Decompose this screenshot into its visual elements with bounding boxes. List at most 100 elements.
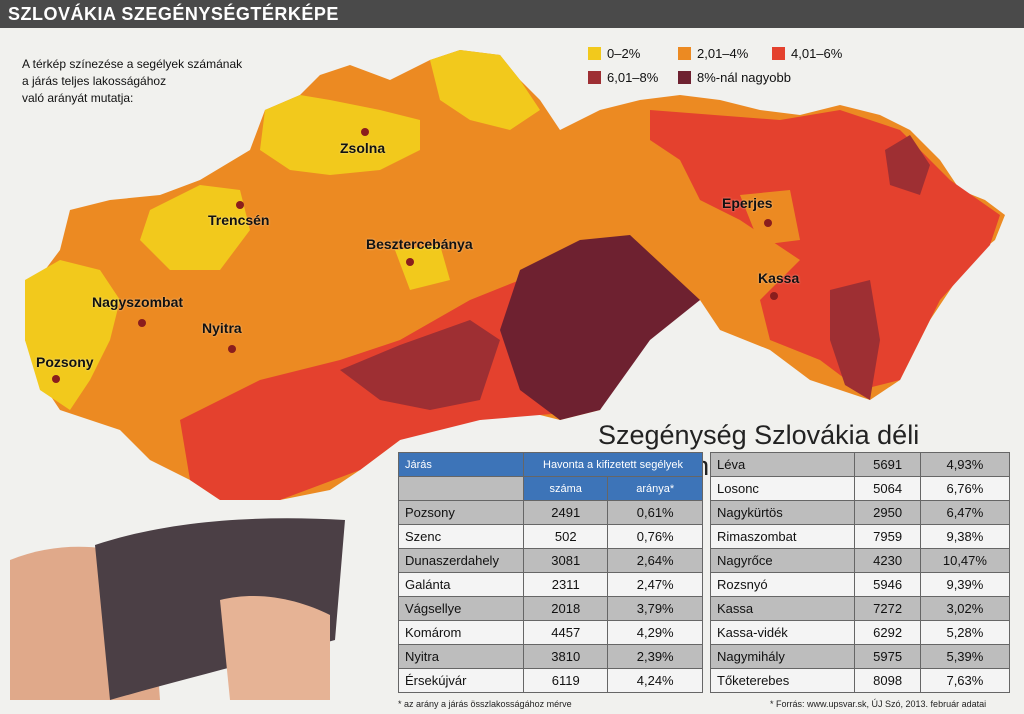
table-cell: 2,64% — [607, 548, 703, 573]
legend-label: 6,01–8% — [607, 70, 659, 85]
region-darkred — [885, 135, 930, 195]
table-cell: Szenc — [397, 524, 525, 549]
table-cell: 5,39% — [919, 644, 1011, 669]
table-row: Galánta 2311 2,47% — [397, 572, 703, 597]
region-yellow — [25, 260, 120, 410]
table-cell: Pozsony — [397, 500, 525, 525]
table-row: Nagyrőce 4230 10,47% — [709, 548, 1011, 573]
legend-label: 0–2% — [607, 46, 641, 61]
table-row: Kassa 7272 3,02% — [709, 596, 1011, 621]
table-cell: 2950 — [854, 500, 921, 525]
legend-swatch — [772, 47, 785, 60]
city-label: Besztercebánya — [366, 236, 473, 252]
table-cell: 4457 — [523, 620, 609, 645]
table-cell: 2,47% — [607, 572, 703, 597]
table-cell: 4,93% — [919, 452, 1011, 477]
legend-swatch — [588, 47, 601, 60]
table-cell: 6292 — [854, 620, 921, 645]
description-line: a járás teljes lakosságához — [22, 74, 167, 88]
legend-item: 2,01–4% — [678, 46, 748, 61]
table-cell: 3,02% — [919, 596, 1011, 621]
table-cell: 7272 — [854, 596, 921, 621]
legend-item: 0–2% — [588, 46, 640, 61]
table-cell: Galánta — [397, 572, 525, 597]
table-row: Nyitra 3810 2,39% — [397, 644, 703, 669]
table-cell: 502 — [523, 524, 609, 549]
legend-label: 2,01–4% — [697, 46, 749, 61]
table-row: Rimaszombat 7959 9,38% — [709, 524, 1011, 549]
legend-item: 8%-nál nagyobb — [678, 70, 791, 85]
table-cell: 3810 — [523, 644, 609, 669]
table-cell: 7,63% — [919, 668, 1011, 693]
table-cell: Nyitra — [397, 644, 525, 669]
header-cell: száma — [523, 476, 609, 501]
header-row: Járás Havonta a kifizetett segélyek — [397, 452, 703, 477]
legend-swatch — [588, 71, 601, 84]
table-cell: Kassa-vidék — [709, 620, 856, 645]
table-cell: Nagymihály — [709, 644, 856, 669]
table-cell: Léva — [709, 452, 856, 477]
legend-swatch — [678, 47, 691, 60]
legend-label: 4,01–6% — [791, 46, 843, 61]
table-cell: Nagyrőce — [709, 548, 856, 573]
city-label: Eperjes — [722, 195, 773, 211]
footnote: * az arány a járás összlakosságához mérv… — [398, 699, 572, 709]
legend-label: 8%-nál nagyobb — [697, 70, 791, 85]
table-cell: 2491 — [523, 500, 609, 525]
region-orange — [740, 190, 800, 245]
table-row: Érsekújvár 6119 4,24% — [397, 668, 703, 693]
table-cell: Nagykürtös — [709, 500, 856, 525]
header-cell — [397, 476, 525, 501]
description-line: való arányát mutatja: — [22, 91, 134, 105]
table-cell: Rimaszombat — [709, 524, 856, 549]
table-left: Járás Havonta a kifizetett segélyek száma a… — [397, 452, 703, 693]
table-cell: 8098 — [854, 668, 921, 693]
wallet-photo — [10, 518, 345, 700]
table-cell: 2311 — [523, 572, 609, 597]
table-cell: 9,38% — [919, 524, 1011, 549]
table-cell: 9,39% — [919, 572, 1011, 597]
table-cell: Érsekújvár — [397, 668, 525, 693]
city-label: Pozsony — [36, 354, 94, 370]
table-cell: Rozsnyó — [709, 572, 856, 597]
table-cell: Tőketerebes — [709, 668, 856, 693]
legend-item: 6,01–8% — [588, 70, 658, 85]
table-row: Dunaszerdahely 3081 2,64% — [397, 548, 703, 573]
table-cell: 4,29% — [607, 620, 703, 645]
region-darkred — [340, 320, 500, 410]
city-label: Nagyszombat — [92, 294, 184, 310]
table-cell: 0,76% — [607, 524, 703, 549]
table-cell: 4,24% — [607, 668, 703, 693]
table-cell: 3,79% — [607, 596, 703, 621]
table-cell: Komárom — [397, 620, 525, 645]
table-cell: 10,47% — [919, 548, 1011, 573]
region-yellow — [260, 95, 420, 175]
table-row: Losonc 5064 6,76% — [709, 476, 1011, 501]
city-label: Zsolna — [340, 140, 386, 156]
title: SZLOVÁKIA SZEGÉNYSÉGTÉRKÉPE — [0, 0, 1024, 28]
city-dots — [52, 128, 778, 383]
table-row: Szenc 502 0,76% — [397, 524, 703, 549]
description-line: A térkép színezése a segélyek számának — [22, 57, 243, 71]
table-right: Léva 5691 4,93% Losonc 5064 6,76% Nagykürtös 29… — [709, 452, 1011, 693]
table-cell: 5,28% — [919, 620, 1011, 645]
description: A térkép színezése a segélyek számának a… — [22, 56, 242, 107]
region-yellow — [395, 245, 450, 290]
table-cell: 5975 — [854, 644, 921, 669]
legend-swatch — [678, 71, 691, 84]
region-yellow — [140, 185, 250, 270]
table-cell: Kassa — [709, 596, 856, 621]
table-row: Pozsony 2491 0,61% — [397, 500, 703, 525]
table-cell: 0,61% — [607, 500, 703, 525]
region-yellow — [430, 50, 540, 130]
table-cell: 6,47% — [919, 500, 1011, 525]
table-cell: Vágsellye — [397, 596, 525, 621]
city-label: Kassa — [758, 270, 800, 286]
table-row: Léva 5691 4,93% — [709, 452, 1011, 477]
table-row: Kassa-vidék 6292 5,28% — [709, 620, 1011, 645]
region-darkest — [500, 235, 700, 420]
table-row: Rozsnyó 5946 9,39% — [709, 572, 1011, 597]
table-row: Nagykürtös 2950 6,47% — [709, 500, 1011, 525]
